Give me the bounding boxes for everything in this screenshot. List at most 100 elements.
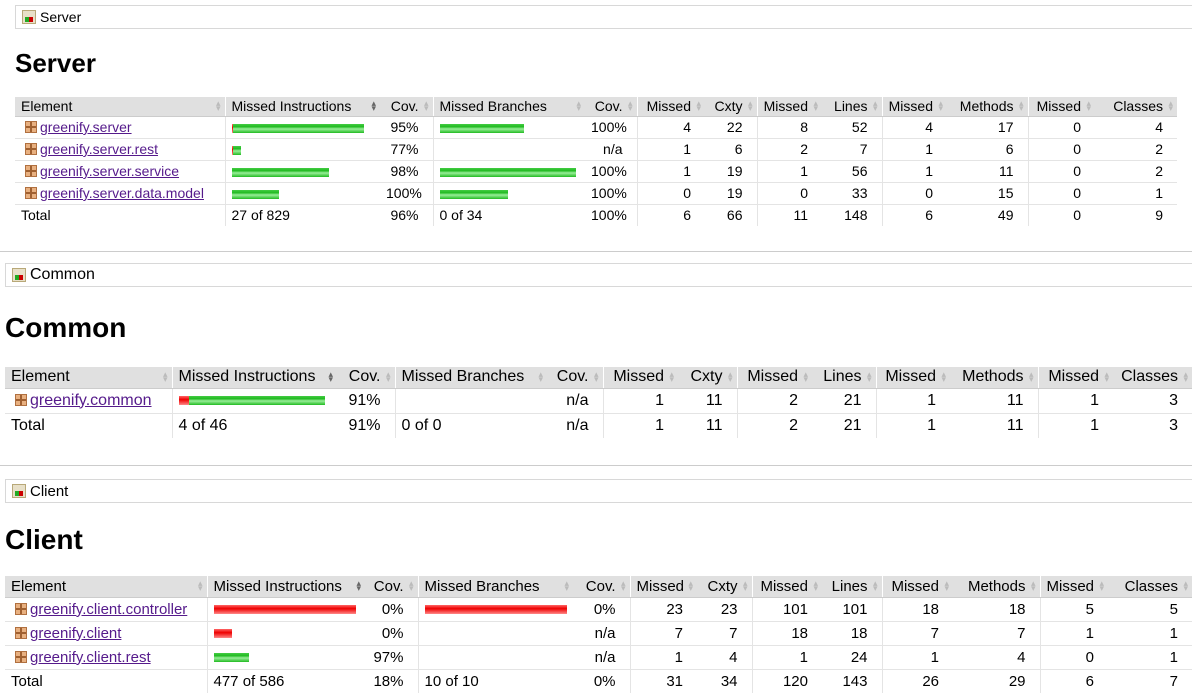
column-header-cov[interactable]: Cov. ▴ ▾ bbox=[573, 576, 630, 598]
column-header-missed[interactable]: Missed ▴ ▾ bbox=[629, 576, 697, 598]
column-header-cxty[interactable]: Cxty ▴ ▾ bbox=[678, 367, 737, 389]
column-header-element[interactable]: Element ▴ ▾ bbox=[5, 367, 172, 389]
column-header-cov[interactable]: Cov. ▴ ▾ bbox=[380, 97, 433, 117]
column-header-missed[interactable]: Missed ▴ ▾ bbox=[636, 97, 705, 117]
sort-arrows-icon[interactable]: ▴ ▾ bbox=[1168, 98, 1173, 114]
methods: 18 bbox=[953, 597, 1040, 622]
column-header-missed-instructions[interactable]: Missed Instructions ▴ ▾ bbox=[171, 367, 337, 389]
column-header-missed-instructions[interactable]: Missed Instructions ▴ ▾ bbox=[206, 576, 365, 598]
sort-arrows-icon[interactable]: ▴ ▾ bbox=[423, 98, 429, 114]
sort-arrows-icon[interactable]: ▴ ▾ bbox=[197, 578, 203, 594]
package-link[interactable]: greenify.server.rest bbox=[40, 141, 159, 157]
column-header-missed[interactable]: Missed ▴ ▾ bbox=[756, 97, 822, 117]
column-header-missed[interactable]: Missed ▴ ▾ bbox=[751, 576, 822, 598]
sort-arrows-icon[interactable]: ▴ ▾ bbox=[866, 369, 872, 385]
sort-arrows-icon[interactable]: ▴ ▾ bbox=[803, 369, 808, 385]
sort-arrows-icon[interactable]: ▴ ▾ bbox=[564, 578, 569, 594]
column-header-cxty[interactable]: Cxty ▴ ▾ bbox=[697, 576, 752, 598]
package-link[interactable]: greenify.client.rest bbox=[30, 648, 151, 666]
column-header-missed[interactable]: Missed ▴ ▾ bbox=[881, 576, 953, 598]
sort-arrows-icon[interactable]: ▴ ▾ bbox=[385, 369, 391, 385]
sort-arrows-icon[interactable]: ▴ ▾ bbox=[1028, 369, 1034, 385]
column-header-element[interactable]: Element ▴ ▾ bbox=[5, 576, 207, 598]
column-header-cov[interactable]: Cov. ▴ ▾ bbox=[365, 576, 418, 598]
sort-arrows-icon[interactable]: ▴ ▾ bbox=[872, 98, 878, 114]
column-header-cov[interactable]: Cov. ▴ ▾ bbox=[337, 367, 395, 389]
breadcrumb-client[interactable]: Client bbox=[30, 482, 69, 500]
sort-arrows-icon[interactable]: ▴ ▾ bbox=[696, 98, 701, 114]
sort-arrows-icon[interactable]: ▴ ▾ bbox=[872, 578, 878, 594]
sort-arrows-icon[interactable]: ▴ ▾ bbox=[620, 578, 626, 594]
column-header-classes[interactable]: Classes ▴ ▾ bbox=[1108, 576, 1192, 598]
sort-arrows-icon[interactable]: ▴ ▾ bbox=[1099, 578, 1104, 594]
column-header-cov[interactable]: Cov. ▴ ▾ bbox=[547, 367, 603, 389]
sort-arrows-icon[interactable]: ▴ ▾ bbox=[328, 369, 333, 385]
lines: 101 bbox=[822, 597, 882, 622]
sort-arrows-icon[interactable]: ▴ ▾ bbox=[1183, 369, 1188, 385]
sort-arrows-icon[interactable]: ▴ ▾ bbox=[215, 98, 221, 114]
column-header-lines[interactable]: Lines ▴ ▾ bbox=[812, 367, 876, 389]
package-link[interactable]: greenify.server.data.model bbox=[40, 185, 204, 201]
total-missed-methods: 26 bbox=[881, 669, 953, 693]
column-header-missed-branches[interactable]: Missed Branches ▴ ▾ bbox=[432, 97, 585, 117]
column-header-lines[interactable]: Lines ▴ ▾ bbox=[822, 576, 882, 598]
column-header-missed[interactable]: Missed ▴ ▾ bbox=[875, 367, 950, 389]
sort-arrows-icon[interactable]: ▴ ▾ bbox=[627, 98, 633, 114]
column-header-cxty[interactable]: Cxty ▴ ▾ bbox=[705, 97, 757, 117]
package-link[interactable]: greenify.common bbox=[30, 391, 152, 409]
coverage-bar bbox=[213, 653, 249, 663]
sort-arrows-icon[interactable]: ▴ ▾ bbox=[941, 369, 946, 385]
column-header-missed[interactable]: Missed ▴ ▾ bbox=[736, 367, 812, 389]
package-link[interactable]: greenify.server.service bbox=[40, 163, 180, 179]
column-header-methods[interactable]: Methods ▴ ▾ bbox=[950, 367, 1038, 389]
missed-lines: 1 bbox=[756, 160, 822, 183]
sort-arrows-icon[interactable]: ▴ ▾ bbox=[371, 98, 376, 114]
column-header-missed-branches[interactable]: Missed Branches ▴ ▾ bbox=[417, 576, 573, 598]
sort-arrows-icon[interactable]: ▴ ▾ bbox=[408, 578, 414, 594]
total-complexity: 11 bbox=[705, 416, 723, 434]
column-header-methods[interactable]: Methods ▴ ▾ bbox=[947, 97, 1028, 117]
package-link[interactable]: greenify.client bbox=[30, 624, 122, 642]
column-header-missed[interactable]: Missed ▴ ▾ bbox=[1027, 97, 1095, 117]
sort-arrows-icon[interactable]: ▴ ▾ bbox=[1086, 98, 1091, 114]
sort-arrows-icon[interactable]: ▴ ▾ bbox=[944, 578, 949, 594]
package-link[interactable]: greenify.client.controller bbox=[30, 600, 188, 618]
column-header-lines[interactable]: Lines ▴ ▾ bbox=[822, 97, 882, 117]
sort-arrows-icon[interactable]: ▴ ▾ bbox=[576, 98, 581, 114]
sort-arrows-icon[interactable]: ▴ ▾ bbox=[162, 369, 168, 385]
package-icon bbox=[15, 650, 27, 663]
package-link[interactable]: greenify.server bbox=[40, 119, 132, 135]
sort-arrows-icon[interactable]: ▴ ▾ bbox=[747, 98, 753, 114]
element-cell: greenify.server.data.model bbox=[15, 182, 225, 205]
total-methods: 11 bbox=[1006, 416, 1024, 434]
breadcrumb-common[interactable]: Common bbox=[30, 266, 95, 283]
column-header-missed-branches[interactable]: Missed Branches ▴ ▾ bbox=[394, 367, 547, 389]
sort-arrows-icon[interactable]: ▴ ▾ bbox=[1104, 369, 1109, 385]
sort-arrows-icon[interactable]: ▴ ▾ bbox=[742, 578, 748, 594]
sort-arrows-icon[interactable]: ▴ ▾ bbox=[669, 369, 674, 385]
sort-arrows-icon[interactable]: ▴ ▾ bbox=[593, 369, 599, 385]
column-header-element[interactable]: Element ▴ ▾ bbox=[15, 97, 225, 117]
column-header-methods[interactable]: Methods ▴ ▾ bbox=[953, 576, 1040, 598]
sort-arrows-icon[interactable]: ▴ ▾ bbox=[538, 369, 543, 385]
breadcrumb-server[interactable]: Server bbox=[40, 9, 82, 25]
sort-arrows-icon[interactable]: ▴ ▾ bbox=[688, 578, 693, 594]
sort-arrows-icon[interactable]: ▴ ▾ bbox=[356, 578, 361, 594]
column-header-missed-instructions[interactable]: Missed Instructions ▴ ▾ bbox=[224, 97, 380, 117]
column-header-missed[interactable]: Missed ▴ ▾ bbox=[1039, 576, 1108, 598]
report-icon bbox=[12, 268, 26, 282]
column-header-classes[interactable]: Classes ▴ ▾ bbox=[1113, 367, 1192, 389]
sort-arrows-icon[interactable]: ▴ ▾ bbox=[813, 98, 818, 114]
total-missed-classes: 6 bbox=[1039, 669, 1108, 693]
column-header-classes[interactable]: Classes ▴ ▾ bbox=[1095, 97, 1177, 117]
sort-arrows-icon[interactable]: ▴ ▾ bbox=[1018, 98, 1024, 114]
column-header-missed[interactable]: Missed ▴ ▾ bbox=[602, 367, 678, 389]
sort-arrows-icon[interactable]: ▴ ▾ bbox=[813, 578, 818, 594]
sort-arrows-icon[interactable]: ▴ ▾ bbox=[1183, 578, 1188, 594]
column-header-missed[interactable]: Missed ▴ ▾ bbox=[1037, 367, 1113, 389]
column-header-missed[interactable]: Missed ▴ ▾ bbox=[881, 97, 947, 117]
sort-arrows-icon[interactable]: ▴ ▾ bbox=[1030, 578, 1036, 594]
column-header-cov[interactable]: Cov. ▴ ▾ bbox=[585, 97, 637, 117]
sort-arrows-icon[interactable]: ▴ ▾ bbox=[727, 369, 733, 385]
sort-arrows-icon[interactable]: ▴ ▾ bbox=[938, 98, 943, 114]
